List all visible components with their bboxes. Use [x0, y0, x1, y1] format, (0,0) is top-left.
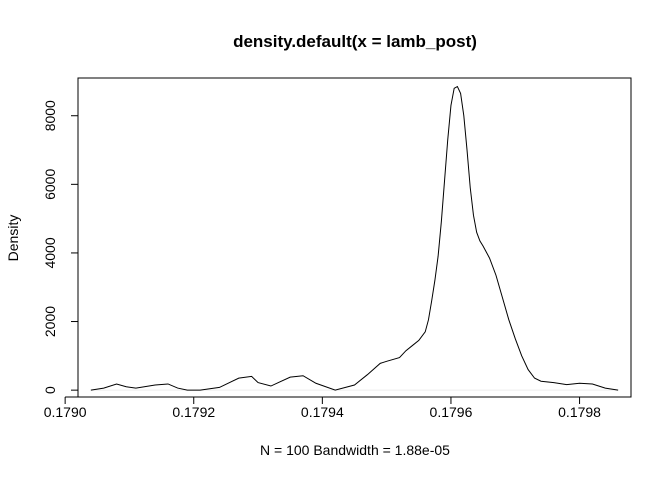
x-tick-label: 0.1798 [558, 404, 601, 420]
y-tick-label: 6000 [42, 169, 58, 200]
y-tick-label: 2000 [42, 306, 58, 337]
x-tick-label: 0.1790 [44, 404, 87, 420]
x-tick-label: 0.1796 [430, 404, 473, 420]
y-tick-label: 0 [42, 386, 58, 394]
y-axis: 0 2000 4000 6000 8000 [42, 100, 79, 394]
y-axis-label: Density [5, 215, 21, 262]
density-curve [90, 85, 619, 391]
y-tick-label: 4000 [42, 237, 58, 268]
x-tick-label: 0.1792 [172, 404, 215, 420]
chart-title: density.default(x = lamb_post) [233, 32, 477, 51]
x-axis-label: N = 100 Bandwidth = 1.88e-05 [260, 442, 450, 458]
plot-box [77, 77, 632, 398]
x-tick-label: 0.1794 [301, 404, 344, 420]
x-axis: 0.1790 0.1792 0.1794 0.1796 0.1798 [44, 396, 601, 420]
y-tick-label: 8000 [42, 100, 58, 131]
